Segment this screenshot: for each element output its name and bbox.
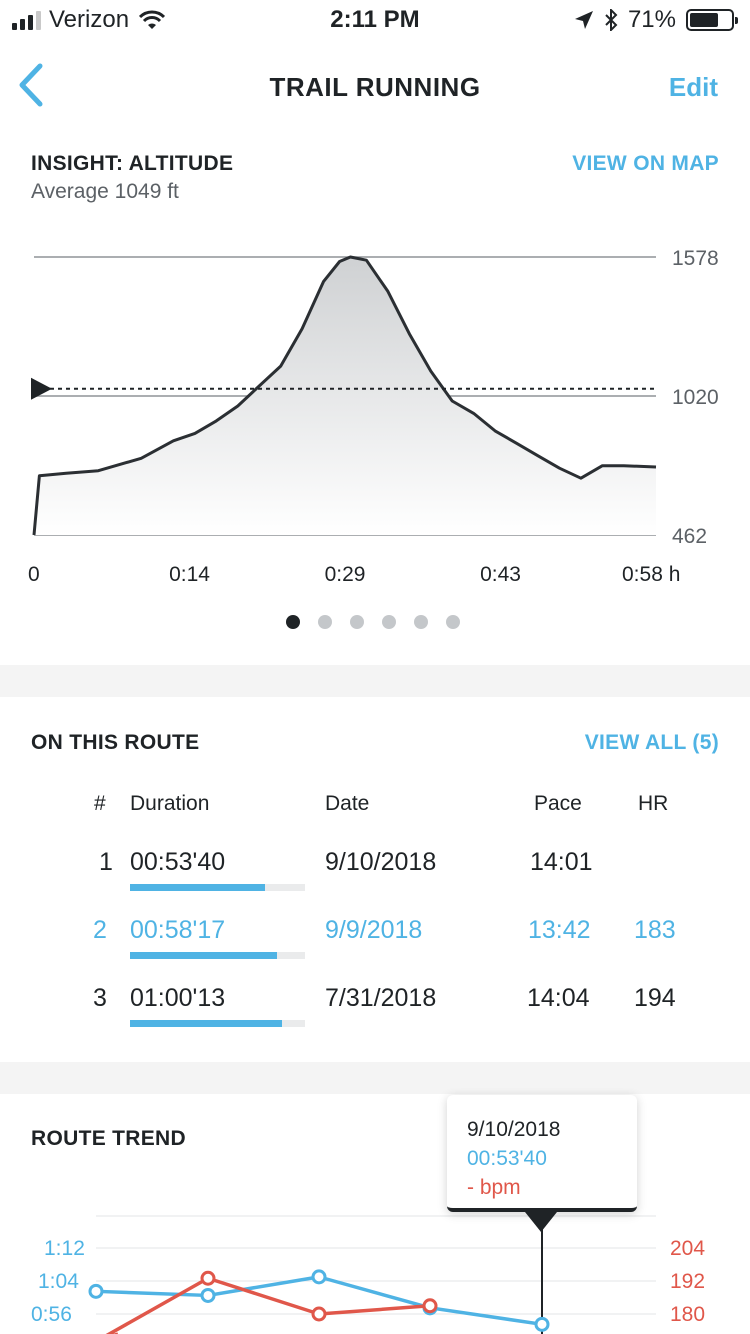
back-button[interactable] — [14, 60, 54, 110]
chevron-left-icon — [19, 63, 43, 107]
nav-bar: TRAIL RUNNING Edit — [0, 50, 750, 124]
trend-left-tick: 1:12 — [44, 1237, 85, 1260]
duration-point[interactable] — [534, 1316, 550, 1332]
duration-bar — [130, 952, 305, 959]
status-time: 2:11 PM — [330, 6, 420, 33]
section-divider — [0, 1062, 750, 1094]
view-on-map-link[interactable]: VIEW ON MAP — [572, 152, 719, 175]
insight-subtitle: Average 1049 ft — [31, 180, 179, 203]
row-index: 3 — [93, 984, 107, 1012]
status-left: Verizon — [12, 6, 166, 34]
tooltip-duration: 00:53'40 — [467, 1147, 547, 1170]
row-pace: 14:04 — [527, 984, 590, 1012]
battery-percent: 71% — [627, 6, 676, 33]
edit-button[interactable]: Edit — [668, 72, 718, 102]
location-arrow-icon — [574, 11, 593, 29]
header-date: Date — [325, 792, 370, 815]
page-dot[interactable] — [286, 615, 300, 629]
section-divider — [0, 665, 750, 697]
tooltip-date: 9/10/2018 — [467, 1118, 561, 1141]
altitude-line — [32, 255, 657, 536]
row-date: 7/31/2018 — [325, 984, 437, 1012]
duration-bar-fill — [130, 1020, 283, 1027]
row-duration: 00:53'40 — [130, 848, 226, 876]
row-index: 1 — [99, 848, 113, 876]
tooltip-pointer — [525, 1212, 557, 1232]
heart-rate-point[interactable] — [200, 1270, 216, 1286]
table-row[interactable]: 1 00:53'40 9/10/2018 14:01 — [0, 848, 750, 908]
trend-tooltip: 9/10/2018 00:53'40 - bpm — [447, 1095, 637, 1212]
trend-left-tick: 0:56 — [31, 1303, 72, 1326]
on-this-route-title: ON THIS ROUTE — [31, 731, 200, 754]
page-dot[interactable] — [382, 615, 396, 629]
battery-level — [690, 13, 719, 27]
status-right: 71% — [574, 6, 738, 34]
altitude-y-tick: 462 — [672, 525, 707, 548]
insight-title: INSIGHT: ALTITUDE — [31, 152, 234, 175]
wifi-icon — [139, 10, 166, 29]
row-index: 2 — [93, 916, 107, 944]
page-title: TRAIL RUNNING — [269, 72, 481, 102]
table-row[interactable]: 2 00:58'17 9/9/2018 13:42 183 — [0, 916, 750, 976]
header-pace: Pace — [534, 792, 582, 815]
altitude-x-tick: 0:14 — [169, 563, 210, 586]
altitude-x-tick: 0 — [28, 563, 40, 586]
header-hr: HR — [638, 792, 669, 815]
table-row[interactable]: 3 01:00'13 7/31/2018 14:04 194 — [0, 984, 750, 1044]
header-index: # — [94, 792, 106, 815]
route-trend-chart[interactable] — [0, 1195, 750, 1334]
row-duration: 01:00'13 — [130, 984, 226, 1012]
row-date: 9/10/2018 — [325, 848, 437, 876]
duration-point[interactable] — [88, 1283, 104, 1299]
trend-right-tick: 192 — [670, 1270, 706, 1293]
page-dot[interactable] — [350, 615, 364, 629]
altitude-chart[interactable]: 1578 1020 462 — [0, 230, 750, 550]
altitude-y-tick: 1578 — [672, 247, 719, 270]
altitude-x-tick: 0:43 — [480, 563, 521, 586]
page-indicator[interactable] — [286, 615, 460, 629]
heart-rate-point[interactable] — [422, 1298, 438, 1314]
altitude-x-tick: 0:58 h — [622, 563, 681, 586]
row-pace: 14:01 — [530, 848, 593, 876]
duration-bar-fill — [130, 952, 277, 959]
row-date: 9/9/2018 — [325, 916, 423, 944]
altitude-y-tick: 1020 — [672, 386, 719, 409]
duration-bar — [130, 884, 305, 891]
trend-right-tick: 180 — [670, 1303, 706, 1326]
tooltip-heart-rate: - bpm — [467, 1176, 521, 1199]
duration-point[interactable] — [200, 1287, 216, 1303]
page-dot[interactable] — [318, 615, 332, 629]
signal-strength-icon — [12, 10, 41, 30]
duration-bar — [130, 1020, 305, 1027]
average-marker-icon[interactable] — [31, 377, 52, 400]
status-bar: Verizon 2:11 PM 71% — [0, 0, 750, 40]
duration-bar-fill — [130, 884, 265, 891]
altitude-x-tick: 0:29 — [324, 563, 366, 586]
header-duration: Duration — [130, 792, 210, 815]
trend-right-tick: 204 — [670, 1237, 706, 1260]
page-dot[interactable] — [414, 615, 428, 629]
bluetooth-icon — [605, 9, 618, 31]
battery-icon — [686, 9, 738, 31]
row-hr: 194 — [634, 984, 676, 1012]
row-duration: 00:58'17 — [130, 916, 226, 944]
carrier-name: Verizon — [49, 6, 130, 33]
heart-rate-point[interactable] — [311, 1306, 327, 1322]
view-all-link[interactable]: VIEW ALL (5) — [584, 731, 719, 754]
route-trend-title: ROUTE TREND — [31, 1127, 186, 1150]
trend-left-tick: 1:04 — [38, 1270, 79, 1293]
duration-point[interactable] — [311, 1269, 327, 1285]
row-hr: 183 — [634, 916, 676, 944]
row-pace: 13:42 — [528, 916, 591, 944]
page-dot[interactable] — [446, 615, 460, 629]
altitude-area — [34, 257, 656, 535]
